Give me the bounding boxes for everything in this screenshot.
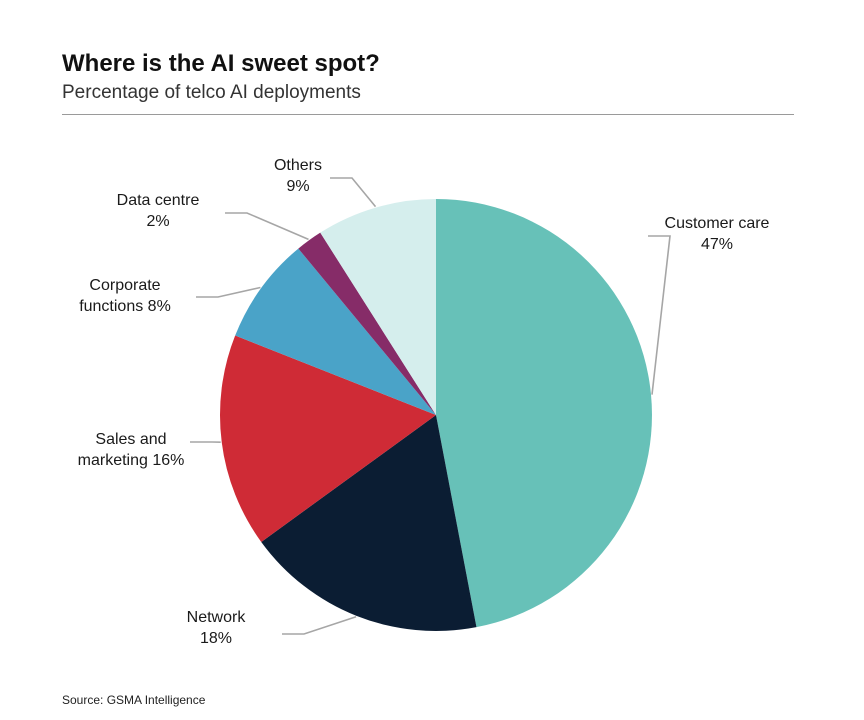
slice-label-sales-and-marketing: Sales and marketing 16% <box>78 431 185 469</box>
title-divider <box>62 114 794 115</box>
pie-slice-network <box>261 415 477 631</box>
leader-line-others <box>330 177 377 208</box>
pie-slice-corporate-functions <box>235 248 436 415</box>
slice-label-line: Customer care <box>665 215 770 232</box>
slice-label-data-centre: Data centre 2% <box>117 192 200 230</box>
slice-label-line: Data centre <box>117 192 200 209</box>
slice-label-line: marketing 16% <box>78 452 185 469</box>
slice-label-line: 2% <box>146 213 169 230</box>
pie-slice-others <box>320 199 436 415</box>
pie-chart: Customer care 47% Network 18% Sales and marke… <box>78 157 770 647</box>
slice-label-corporate-functions: Corporate functions 8% <box>79 277 171 315</box>
slice-label-line: 9% <box>286 178 309 195</box>
chart-title: Where is the AI sweet spot? <box>62 50 380 77</box>
chart-subtitle: Percentage of telco AI deployments <box>62 82 361 103</box>
leader-line-corporate-functions <box>196 286 261 298</box>
pie-slice-customer-care <box>436 199 652 628</box>
slice-label-others: Others 9% <box>274 157 322 195</box>
source-note: Source: GSMA Intelligence <box>62 693 206 707</box>
slice-label-line: functions 8% <box>79 298 171 315</box>
leader-line-data-centre <box>225 212 309 241</box>
leader-line-network <box>282 616 357 635</box>
slice-label-customer-care: Customer care 47% <box>665 215 770 253</box>
leader-lines <box>190 177 671 635</box>
leader-line-customer-care <box>648 235 671 395</box>
slice-label-line: 18% <box>200 630 232 647</box>
slice-label-line: Network <box>187 609 247 626</box>
pie-slices <box>220 199 652 631</box>
slice-label-line: Corporate <box>89 277 160 294</box>
slice-label-network: Network 18% <box>187 609 247 647</box>
slice-labels: Customer care 47% Network 18% Sales and marke… <box>78 157 770 647</box>
slice-label-line: Sales and <box>95 431 166 448</box>
pie-slice-data-centre <box>298 232 436 415</box>
slice-label-line: 47% <box>701 236 733 253</box>
slice-label-line: Others <box>274 157 322 174</box>
pie-slice-sales-and-marketing <box>220 335 436 542</box>
